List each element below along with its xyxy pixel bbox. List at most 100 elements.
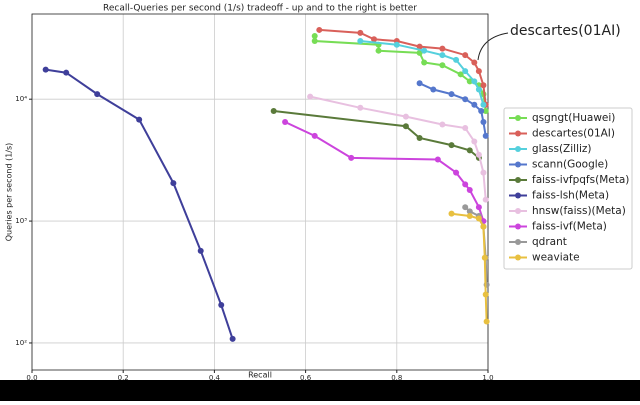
data-point (462, 125, 469, 132)
x-axis-label: Recall (248, 371, 272, 380)
x-tick-label: 0.4 (209, 374, 221, 382)
data-point (448, 210, 455, 217)
series-line (419, 82, 487, 137)
data-point (480, 169, 487, 176)
x-tick-label: 0.6 (300, 374, 312, 382)
data-point (457, 71, 464, 78)
legend-label: descartes(01AI) (532, 128, 615, 140)
data-point (348, 154, 355, 161)
legend-marker (515, 254, 521, 261)
y-tick-label: 10⁴ (15, 95, 27, 103)
data-point (311, 132, 318, 139)
data-point (448, 91, 455, 98)
data-point (402, 113, 409, 120)
legend-marker (515, 130, 521, 137)
data-point (94, 91, 101, 98)
data-point (462, 52, 469, 59)
data-point (480, 101, 487, 108)
data-point (471, 78, 478, 85)
data-point (466, 78, 473, 85)
data-point (466, 147, 473, 154)
bottom-bar (0, 380, 640, 401)
y-tick-label: 10² (15, 339, 27, 347)
legend-box (503, 107, 633, 270)
data-point (462, 181, 469, 188)
annotation: descartes(01AI) (510, 23, 621, 39)
data-point (375, 47, 382, 54)
data-point (466, 186, 473, 193)
legend-label: faiss-ivfpqfs(Meta) (532, 174, 629, 186)
data-point (475, 68, 482, 75)
data-point (480, 82, 487, 89)
legend-marker (515, 161, 521, 168)
data-point (307, 93, 314, 100)
legend-label: glass(Zilliz) (532, 143, 592, 155)
data-point (462, 68, 469, 75)
plot-frame (31, 13, 489, 371)
data-point (478, 108, 485, 115)
data-point (453, 56, 460, 63)
data-point (471, 101, 478, 108)
legend-marker (515, 239, 521, 245)
series-line (273, 110, 480, 159)
data-point (439, 52, 446, 59)
data-point (439, 45, 446, 52)
annotation-arrow (477, 32, 509, 61)
data-point (466, 213, 473, 220)
data-point (439, 121, 446, 128)
series-line (451, 212, 488, 322)
data-point (439, 62, 446, 69)
data-point (316, 26, 323, 33)
data-point (475, 151, 482, 158)
data-point (480, 223, 487, 230)
x-tick-label: 0.0 (26, 374, 37, 382)
data-point (475, 204, 482, 211)
legend-marker (515, 177, 521, 183)
legend-marker (515, 223, 521, 230)
x-tick-label: 1.0 (482, 374, 493, 382)
data-point (282, 118, 289, 125)
data-point (416, 80, 423, 87)
data-point (434, 156, 441, 163)
data-point (462, 96, 469, 103)
y-tick-label: 10³ (15, 217, 27, 225)
data-point (170, 180, 177, 187)
data-point (371, 36, 377, 43)
data-point (483, 318, 490, 325)
data-point (42, 66, 49, 73)
legend-label: weaviate (532, 252, 580, 264)
data-point (471, 59, 478, 66)
data-point (466, 208, 473, 215)
data-point (421, 47, 428, 54)
data-point (482, 108, 489, 115)
data-point (471, 138, 478, 145)
data-point (453, 169, 460, 176)
legend-label: qdrant (532, 236, 567, 248)
legend-marker (515, 208, 521, 214)
data-point (482, 291, 489, 298)
data-point (416, 135, 423, 142)
data-point (136, 116, 143, 123)
legend-marker (515, 192, 521, 199)
x-tick-label: 0.2 (118, 374, 129, 382)
data-point (357, 29, 364, 36)
data-point (416, 49, 423, 56)
data-point (448, 142, 455, 149)
data-point (357, 38, 364, 45)
data-point (462, 204, 469, 211)
data-point (270, 108, 277, 115)
legend-label: faiss-lsh(Meta) (532, 190, 609, 202)
data-point (475, 215, 482, 222)
data-point (430, 86, 437, 93)
data-point (197, 247, 204, 254)
data-point (393, 41, 400, 48)
data-point (481, 254, 488, 261)
data-point (218, 301, 225, 308)
data-point (475, 86, 482, 93)
data-point (482, 132, 489, 139)
legend-label: qsgngt(Huawei) (532, 112, 615, 124)
chart-title: Recall-Queries per second (1/s) tradeoff… (103, 4, 417, 14)
x-tick-label: 0.8 (391, 374, 402, 382)
series-line (319, 28, 487, 105)
